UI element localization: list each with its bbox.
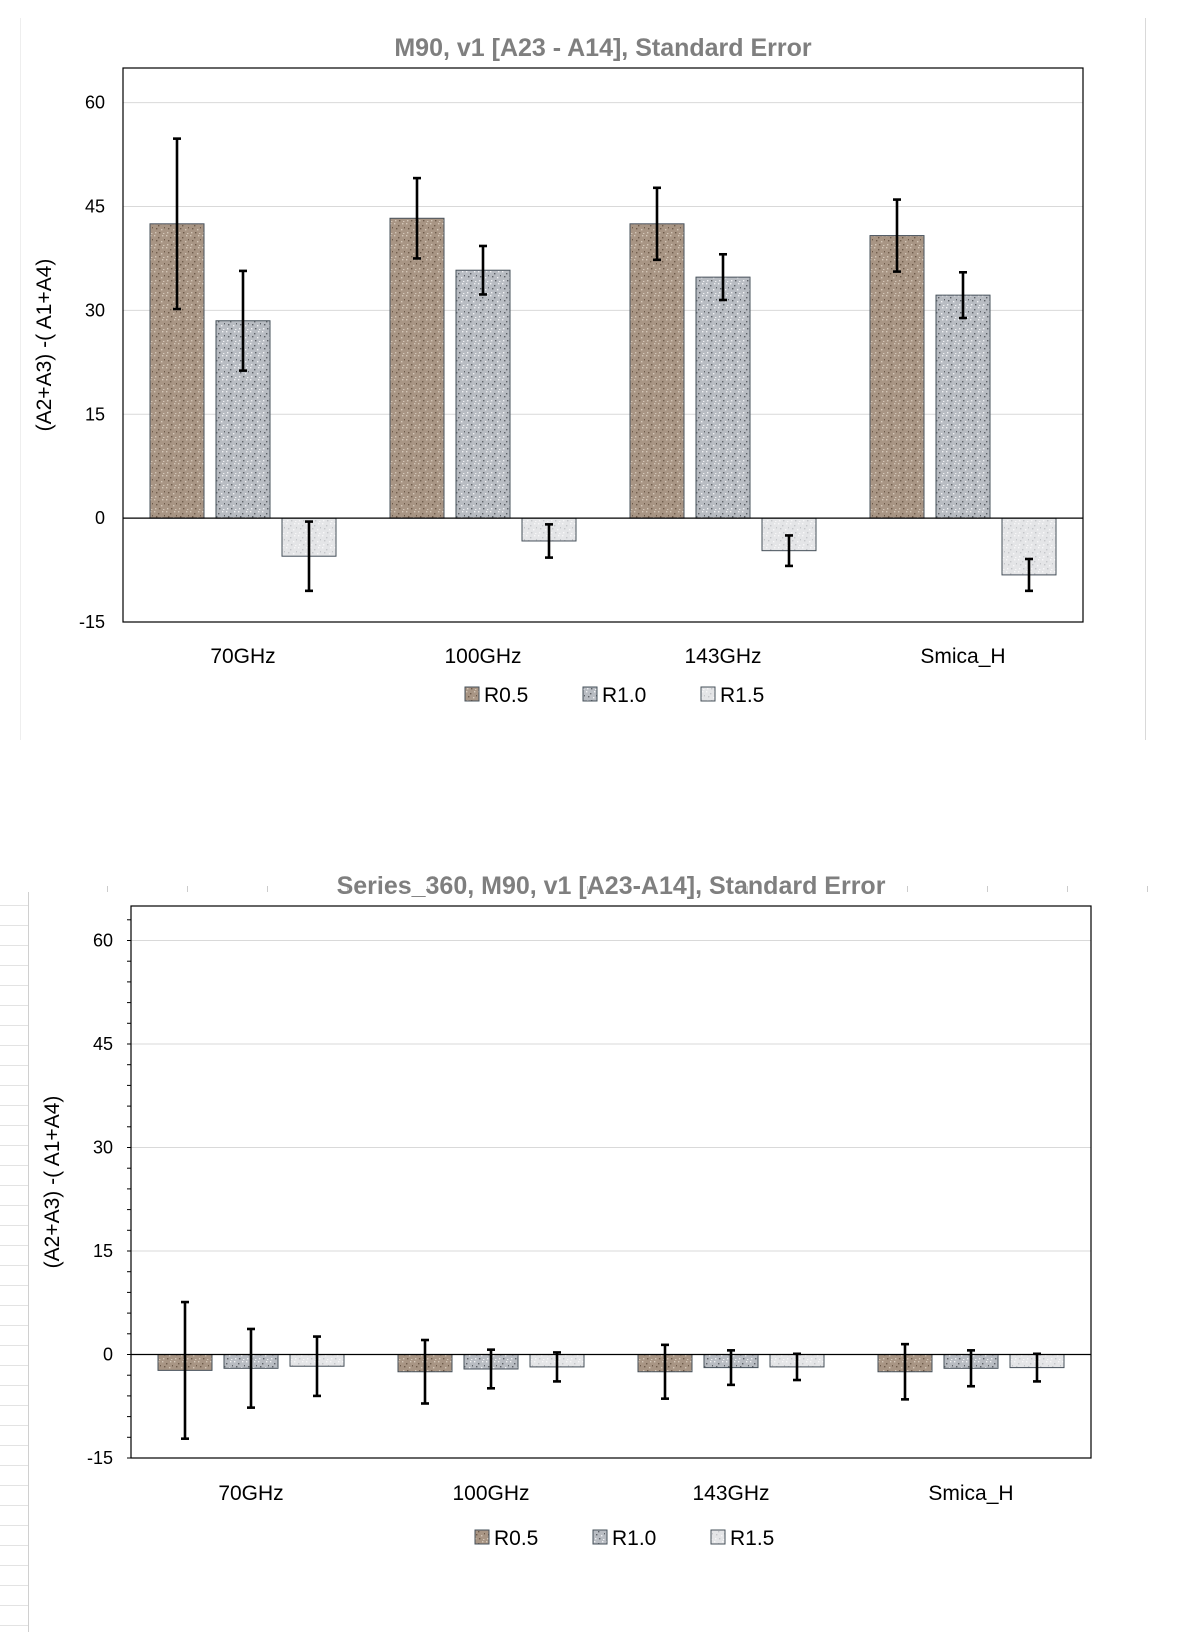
legend-label: R0.5: [494, 1527, 538, 1550]
bar: [455, 269, 511, 519]
spreadsheet-row-grid: [0, 886, 29, 1632]
plot-area: [122, 67, 1084, 623]
legend-label: R1.5: [730, 1527, 774, 1550]
chart-panel-2: Series_360, M90, v1 [A23-A14], Standard …: [28, 872, 1153, 1622]
chart-svg: M90, v1 [A23 - A14], Standard Error 60 45 3…: [33, 34, 1084, 707]
y-tick-label: 30: [93, 1138, 113, 1158]
x-category-label: Smica_H: [928, 1482, 1013, 1505]
y-tick-label: -15: [79, 612, 105, 632]
chart-title: M90, v1 [A23 - A14], Standard Error: [394, 34, 812, 62]
bar: [389, 217, 445, 519]
x-category-label: 100GHz: [452, 1482, 529, 1505]
spreadsheet-column-ticks: [28, 886, 1158, 892]
y-tick-label: 15: [85, 404, 105, 424]
y-tick-label: 45: [93, 1034, 113, 1054]
y-axis-label: (A2+A3) -( A1+A4): [41, 1096, 64, 1269]
legend-swatch: [710, 1529, 726, 1545]
x-category-label: 70GHz: [210, 645, 275, 668]
legend-swatch: [474, 1529, 490, 1545]
bar: [935, 294, 991, 519]
y-tick-label: 0: [103, 1345, 113, 1365]
x-category-label: 100GHz: [444, 645, 521, 668]
x-category-label: Smica_H: [920, 645, 1005, 668]
y-axis-label: (A2+A3) -( A1+A4): [33, 259, 56, 432]
bar: [869, 235, 925, 519]
bar: [695, 276, 751, 519]
y-tick-label: -15: [87, 1448, 113, 1468]
plot-area: [130, 905, 1092, 1459]
y-tick-label: 60: [93, 931, 113, 951]
legend-label: R1.0: [602, 684, 646, 707]
chart-title: Series_360, M90, v1 [A23-A14], Standard …: [337, 872, 886, 900]
legend-swatch: [582, 686, 598, 702]
y-tick-label: 15: [93, 1241, 113, 1261]
legend-swatch: [464, 686, 480, 702]
legend-label: R1.0: [612, 1527, 656, 1550]
y-tick-label: 30: [85, 300, 105, 320]
bar: [629, 223, 685, 519]
chart-panel-1: M90, v1 [A23 - A14], Standard Error 60 45 3…: [20, 18, 1146, 740]
legend-label: R1.5: [720, 684, 764, 707]
legend-swatch: [700, 686, 716, 702]
y-tick-label: 60: [85, 93, 105, 113]
x-category-label: 70GHz: [218, 1482, 283, 1505]
y-tick-label: 0: [95, 508, 105, 528]
legend-label: R0.5: [484, 684, 528, 707]
x-category-label: 143GHz: [692, 1482, 769, 1505]
chart-svg: Series_360, M90, v1 [A23-A14], Standard …: [41, 872, 1092, 1550]
y-tick-label: 45: [85, 197, 105, 217]
x-category-label: 143GHz: [684, 645, 761, 668]
legend-swatch: [592, 1529, 608, 1545]
